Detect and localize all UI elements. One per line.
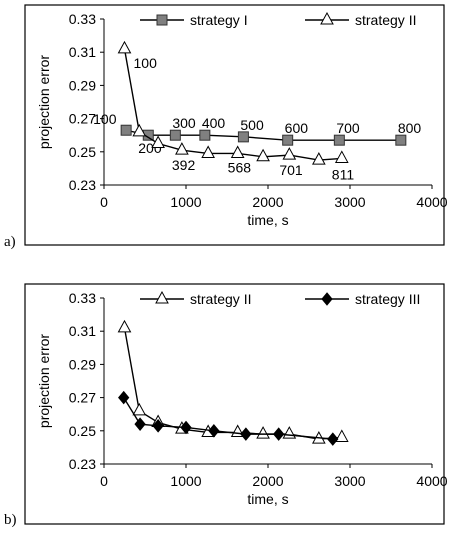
- panel-a-label: a): [4, 234, 16, 250]
- data-point: [334, 150, 349, 163]
- data-label: 100: [93, 111, 117, 127]
- data-point: [180, 420, 192, 435]
- x-tick-label: 4000: [416, 194, 447, 210]
- x-tick-label: 1000: [170, 194, 201, 210]
- y-tick-label: 0.23: [69, 456, 96, 472]
- data-point: [282, 426, 297, 439]
- data-point: [199, 129, 211, 141]
- y-tick-label: 0.23: [69, 177, 96, 193]
- legend-marker: [321, 292, 333, 306]
- data-point: [132, 402, 147, 416]
- data-point: [333, 134, 345, 146]
- data-point: [134, 417, 146, 431]
- data-point: [201, 145, 215, 158]
- data-label: 500: [240, 117, 264, 133]
- data-point: [208, 424, 220, 438]
- data-label: 400: [202, 115, 226, 131]
- chart-frame: [24, 4, 445, 246]
- y-tick-label: 0.27: [69, 390, 96, 406]
- data-label: 701: [279, 162, 303, 178]
- data-point: [311, 152, 326, 165]
- data-point: [230, 145, 245, 158]
- x-tick-label: 0: [100, 473, 108, 489]
- data-point: [282, 134, 294, 146]
- data-point: [273, 427, 285, 441]
- y-tick-label: 0.33: [69, 290, 96, 306]
- y-axis-title: projection error: [36, 334, 52, 428]
- data-label: 300: [172, 115, 196, 131]
- data-point: [169, 129, 181, 141]
- panel-b-label: b): [4, 512, 17, 528]
- x-tick-label: 3000: [334, 194, 365, 210]
- series-line: [123, 397, 333, 440]
- legend-marker: [156, 14, 168, 26]
- y-tick-label: 0.29: [69, 77, 96, 93]
- x-axis-title: time, s: [247, 212, 288, 228]
- data-point: [334, 429, 349, 442]
- y-tick-label: 0.29: [69, 356, 96, 372]
- x-tick-label: 0: [100, 194, 108, 210]
- data-point: [237, 131, 249, 143]
- x-tick-label: 4000: [416, 473, 447, 489]
- legend-marker: [155, 290, 169, 304]
- data-point: [152, 419, 164, 433]
- x-tick-label: 2000: [252, 473, 283, 489]
- y-tick-label: 0.31: [69, 323, 96, 339]
- data-point: [256, 426, 270, 439]
- data-point: [117, 319, 132, 333]
- y-tick-label: 0.25: [69, 423, 96, 439]
- data-label: 700: [336, 120, 360, 136]
- x-tick-label: 3000: [334, 473, 365, 489]
- legend-label: strategy I: [190, 12, 248, 28]
- y-axis-title: projection error: [36, 55, 52, 149]
- y-tick-label: 0.27: [69, 111, 96, 127]
- data-point: [120, 124, 132, 136]
- data-label: 100: [134, 55, 158, 71]
- data-label: 600: [285, 120, 309, 136]
- legend-marker: [320, 11, 334, 25]
- data-point: [175, 142, 189, 155]
- data-point: [151, 135, 165, 148]
- data-label: 800: [398, 120, 422, 136]
- data-label: 811: [332, 166, 355, 182]
- legend-label: strategy III: [355, 291, 420, 307]
- legend-label: strategy II: [355, 12, 416, 28]
- y-tick-label: 0.25: [69, 144, 96, 160]
- x-tick-label: 2000: [252, 194, 283, 210]
- data-point: [327, 432, 339, 446]
- data-point: [240, 427, 252, 441]
- data-point: [117, 40, 132, 54]
- data-point: [282, 147, 297, 160]
- data-point: [132, 123, 147, 137]
- y-tick-label: 0.31: [69, 44, 96, 60]
- data-label: 392: [172, 157, 196, 173]
- data-point: [395, 134, 407, 146]
- y-tick-label: 0.33: [69, 11, 96, 27]
- data-point: [256, 148, 270, 162]
- legend-label: strategy II: [190, 291, 251, 307]
- series-line: [123, 48, 342, 161]
- data-point: [118, 390, 130, 405]
- data-label: 568: [228, 159, 252, 175]
- x-axis-title: time, s: [247, 491, 288, 507]
- chart-frame: [24, 283, 445, 525]
- x-tick-label: 1000: [170, 473, 201, 489]
